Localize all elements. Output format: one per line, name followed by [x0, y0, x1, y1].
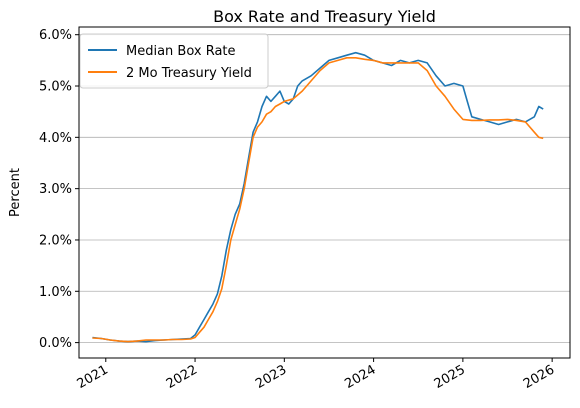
x-tick-label: 2022	[164, 362, 200, 392]
x-tick-label: 2026	[521, 362, 557, 392]
x-tick-label: 2021	[75, 362, 111, 392]
y-axis-label: Percent	[8, 168, 23, 217]
series-line-2mo-treasury-yield	[92, 56, 544, 343]
y-tick-label: 3.0%	[39, 182, 72, 197]
y-tick-label: 2.0%	[39, 233, 72, 248]
plot-frame	[78, 26, 571, 359]
x-axis: 2021 2022 2023 2024 2025 2026	[75, 358, 557, 392]
x-tick-label: 2025	[432, 362, 468, 392]
legend-label-median-box-rate: Median Box Rate	[126, 44, 236, 59]
grid	[79, 34, 570, 344]
y-tick-label: 1.0%	[39, 285, 72, 300]
legend: Median Box Rate 2 Mo Treasury Yield	[79, 33, 269, 89]
x-tick-label: 2024	[342, 362, 378, 392]
y-tick-label: 5.0%	[39, 80, 72, 95]
y-axis: 0.0% 1.0% 2.0% 3.0% 4.0% 5.0% 6.0%	[39, 28, 79, 351]
legend-box	[79, 33, 269, 89]
legend-label-2mo-treasury-yield: 2 Mo Treasury Yield	[126, 66, 252, 81]
y-tick-label: 4.0%	[39, 131, 72, 146]
chart-title: Box Rate and Treasury Yield	[213, 7, 436, 26]
y-tick-label: 6.0%	[39, 28, 72, 43]
series-layer	[92, 51, 544, 343]
y-tick-label: 0.0%	[39, 336, 72, 351]
x-tick-label: 2023	[253, 362, 289, 392]
